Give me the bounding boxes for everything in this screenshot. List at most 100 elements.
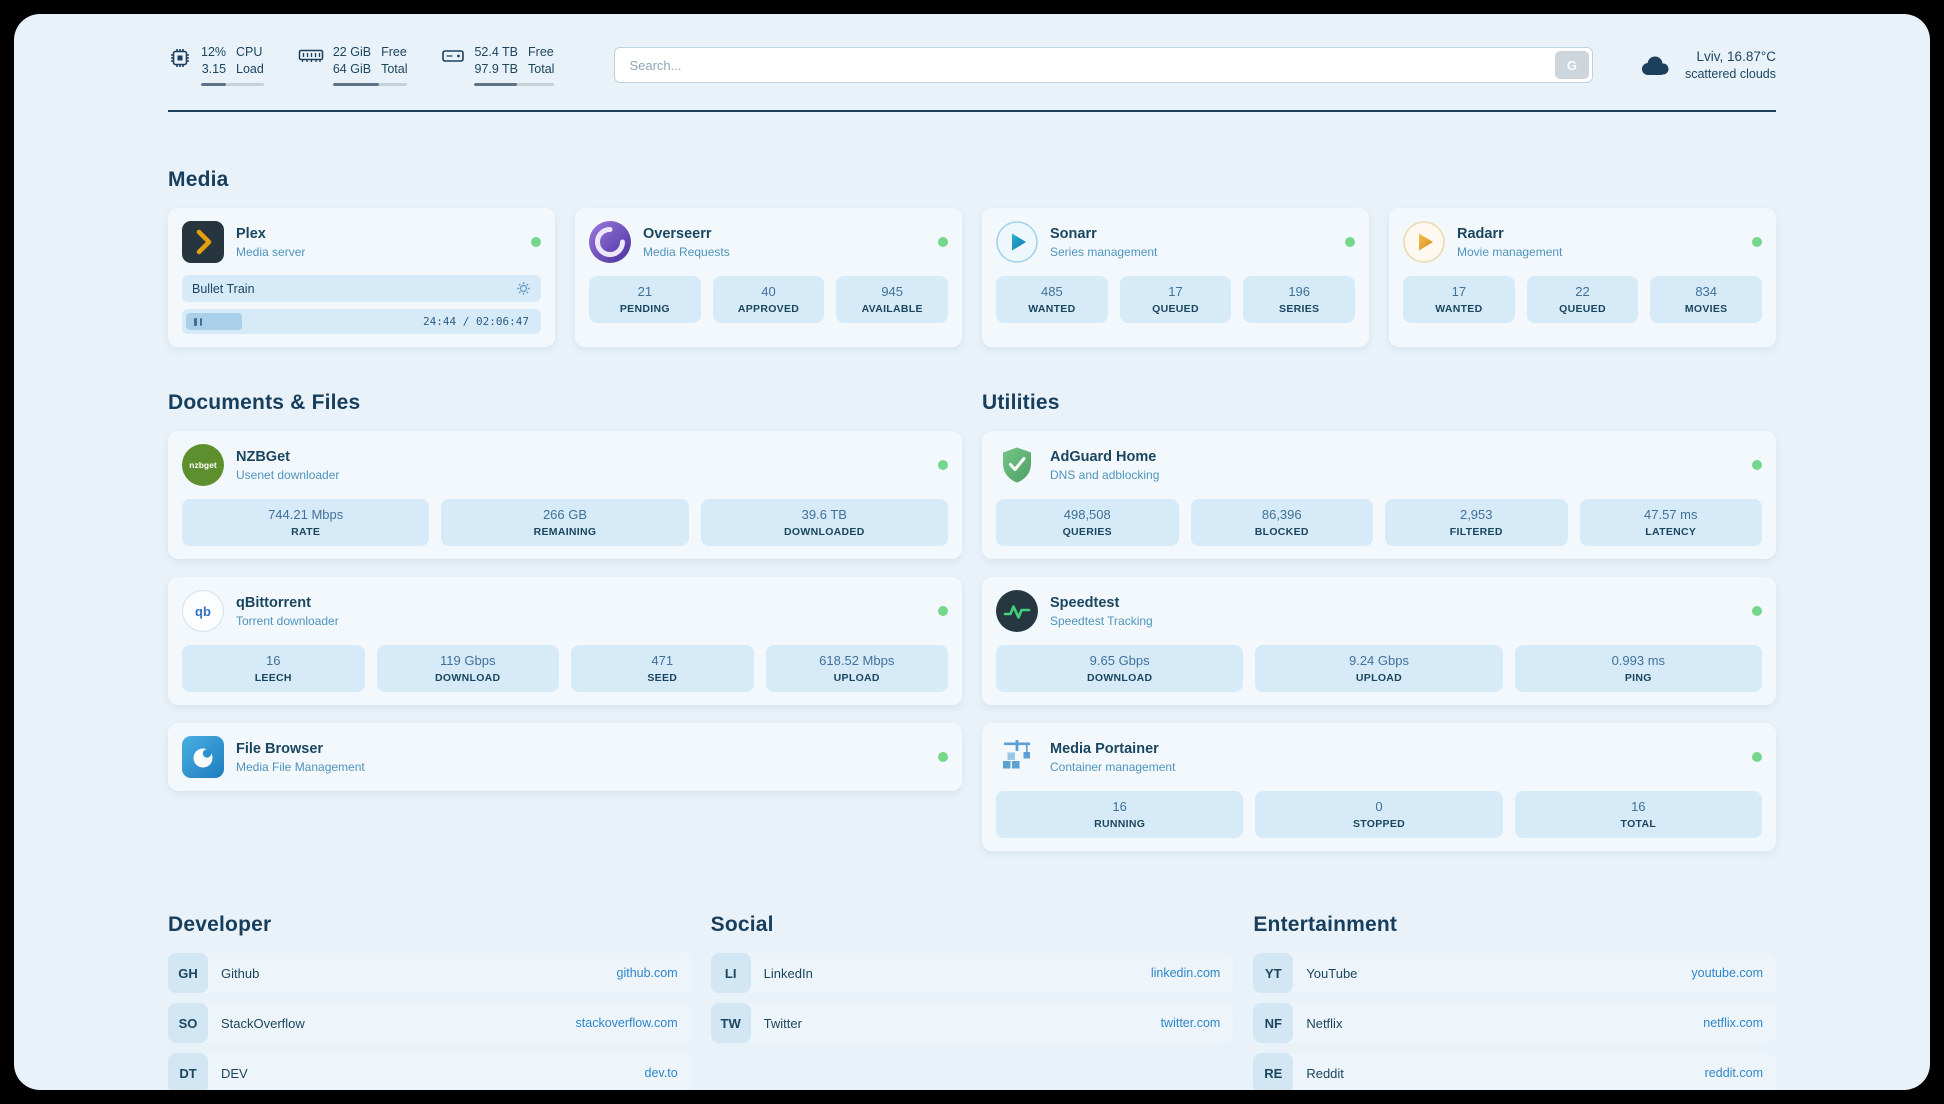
stat-label: STOPPED bbox=[1352, 818, 1406, 830]
pause-button[interactable] bbox=[186, 313, 242, 330]
app-name: File Browser bbox=[236, 740, 324, 757]
card-qbittorrent[interactable]: qb qBittorrent Torrent downloader 16 bbox=[168, 577, 962, 705]
disk-free-value: 52.4 TB bbox=[474, 45, 519, 60]
app-name: Plex bbox=[236, 225, 266, 242]
section-title-social: Social bbox=[710, 913, 774, 936]
weather-location: Lviv, 16.87°C bbox=[1696, 49, 1776, 64]
card-radarr[interactable]: Radarr Movie management 17 WANTED 22 QUE… bbox=[1389, 208, 1776, 347]
card-speedtest[interactable]: Speedtest Speedtest Tracking 9.65 Gbps D… bbox=[982, 577, 1776, 705]
app-description: Media File Management bbox=[236, 759, 365, 774]
reddit-abbr-icon: RE bbox=[1253, 1053, 1294, 1090]
app-name: qBittorrent bbox=[236, 594, 311, 611]
app-description: Usenet downloader bbox=[236, 467, 340, 482]
section-title-media: Media bbox=[168, 168, 229, 191]
stat-label: AVAILABLE bbox=[861, 303, 923, 315]
stat-box: 9.24 Gbps UPLOAD bbox=[1255, 645, 1503, 692]
link-row-reddit[interactable]: RE Reddit reddit.com bbox=[1253, 1053, 1776, 1090]
cpu-usage-value: 12% bbox=[201, 45, 227, 60]
link-url: youtube.com bbox=[1691, 966, 1763, 980]
stat-box: 17 QUEUED bbox=[1119, 276, 1232, 323]
link-name: YouTube bbox=[1306, 965, 1358, 981]
link-url: github.com bbox=[616, 966, 678, 980]
status-dot bbox=[1752, 460, 1762, 470]
section-documents: Documents & Files nzbget NZBGet Usenet d… bbox=[168, 391, 962, 791]
stat-label: QUEUED bbox=[1152, 303, 1199, 315]
stat-box: 471 SEED bbox=[571, 645, 754, 692]
stat-box: 0.993 ms PING bbox=[1514, 645, 1762, 692]
stat-value: 22 bbox=[1575, 284, 1590, 299]
link-name: StackOverflow bbox=[221, 1015, 305, 1031]
stat-box: 9.65 Gbps DOWNLOAD bbox=[996, 645, 1244, 692]
memory-total-value: 64 GiB bbox=[332, 62, 372, 76]
stat-value: 2,953 bbox=[1459, 507, 1493, 522]
stat-label: BLOCKED bbox=[1254, 526, 1309, 538]
youtube-abbr-icon: YT bbox=[1253, 953, 1294, 993]
app-description: Container management bbox=[1050, 759, 1176, 774]
weather-condition: scattered clouds bbox=[1684, 67, 1776, 81]
link-row-twitter[interactable]: TW Twitter twitter.com bbox=[710, 1003, 1234, 1043]
card-plex[interactable]: Plex Media server Bullet Train bbox=[168, 208, 555, 347]
qbittorrent-icon: qb bbox=[182, 590, 224, 632]
disk-total-value: 97.9 TB bbox=[474, 62, 519, 76]
stat-value: 86,396 bbox=[1261, 507, 1302, 522]
search-bar: G bbox=[614, 47, 1593, 83]
status-dot bbox=[1752, 237, 1762, 247]
bookmark-group-developer: Developer GH Github github.com SO StackO… bbox=[168, 913, 691, 1090]
link-row-netflix[interactable]: NF Netflix netflix.com bbox=[1253, 1003, 1776, 1043]
card-sonarr[interactable]: Sonarr Series management 485 WANTED 17 Q… bbox=[982, 208, 1369, 347]
app-description: Speedtest Tracking bbox=[1050, 613, 1153, 628]
section-title-utilities: Utilities bbox=[982, 391, 1060, 414]
stat-label: UPLOAD bbox=[1355, 672, 1403, 684]
status-dot bbox=[938, 460, 948, 470]
section-title-entertainment: Entertainment bbox=[1253, 913, 1398, 936]
stat-label: QUERIES bbox=[1062, 526, 1112, 538]
status-dot bbox=[938, 606, 948, 616]
stat-label: DOWNLOADED bbox=[784, 526, 865, 538]
app-description: DNS and adblocking bbox=[1050, 467, 1160, 482]
overseerr-icon bbox=[589, 221, 631, 263]
stat-value: 17 bbox=[1451, 284, 1467, 299]
stat-value: 485 bbox=[1040, 284, 1063, 299]
search-provider-button[interactable]: G bbox=[1554, 51, 1589, 79]
link-url: dev.to bbox=[644, 1066, 678, 1080]
stat-box: 196 SERIES bbox=[1243, 276, 1356, 323]
card-nzbget[interactable]: nzbget NZBGet Usenet downloader 744.21 M… bbox=[168, 431, 962, 559]
stat-value: 945 bbox=[881, 284, 904, 299]
app-name: Speedtest bbox=[1050, 594, 1120, 611]
disk-free-label: Free bbox=[528, 45, 554, 60]
nzbget-icon-text: nzbget bbox=[189, 460, 217, 470]
stat-label: QUEUED bbox=[1559, 303, 1606, 315]
status-dot bbox=[938, 237, 948, 247]
link-row-youtube[interactable]: YT YouTube youtube.com bbox=[1253, 953, 1776, 993]
stat-value: 40 bbox=[761, 284, 776, 299]
plex-icon bbox=[182, 221, 224, 263]
stat-label: LEECH bbox=[254, 672, 292, 684]
link-row-github[interactable]: GH Github github.com bbox=[168, 953, 691, 993]
speedtest-icon bbox=[996, 590, 1038, 632]
top-bar: 12% 3.15 CPU Load bbox=[168, 40, 1776, 90]
gear-icon[interactable] bbox=[516, 281, 531, 296]
stat-value: 17 bbox=[1168, 284, 1183, 299]
cpu-icon bbox=[168, 46, 192, 70]
card-filebrowser[interactable]: File Browser Media File Management bbox=[168, 723, 962, 791]
card-overseerr[interactable]: Overseerr Media Requests 21 PENDING 40 A… bbox=[575, 208, 962, 347]
card-adguard[interactable]: AdGuard Home DNS and adblocking 498,508 … bbox=[982, 431, 1776, 559]
app-name: Sonarr bbox=[1050, 225, 1097, 242]
link-name: Twitter bbox=[763, 1015, 802, 1031]
search-input[interactable] bbox=[614, 47, 1593, 83]
status-dot bbox=[1345, 237, 1355, 247]
link-row-linkedin[interactable]: LI LinkedIn linkedin.com bbox=[710, 953, 1234, 993]
link-row-dev[interactable]: DT DEV dev.to bbox=[168, 1053, 691, 1090]
stat-box: 16 RUNNING bbox=[996, 791, 1244, 838]
link-row-stackoverflow[interactable]: SO StackOverflow stackoverflow.com bbox=[168, 1003, 691, 1043]
link-name: Github bbox=[221, 965, 260, 981]
section-utilities: Utilities bbox=[982, 391, 1776, 851]
stat-value: 0.993 ms bbox=[1611, 653, 1666, 668]
stat-box: 834 MOVIES bbox=[1650, 276, 1763, 323]
stat-label: PING bbox=[1624, 672, 1652, 684]
card-portainer[interactable]: Media Portainer Container management 16 … bbox=[982, 723, 1776, 851]
app-name: Overseerr bbox=[643, 225, 712, 242]
stat-box: 39.6 TB DOWNLOADED bbox=[700, 499, 948, 546]
stat-value: 498,508 bbox=[1063, 507, 1111, 522]
stat-value: 266 GB bbox=[542, 507, 588, 522]
